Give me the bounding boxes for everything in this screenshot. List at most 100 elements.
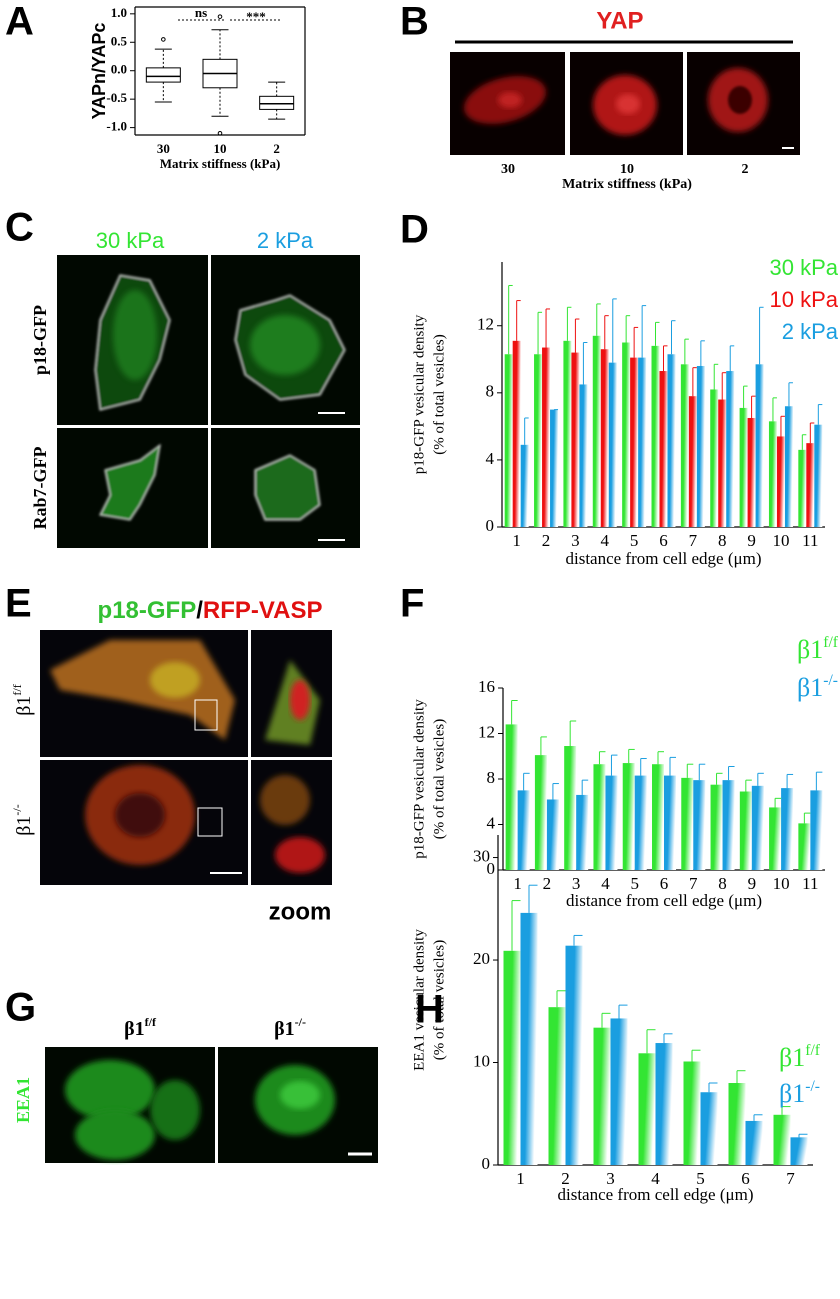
x-tick-label: 6 <box>741 1169 750 1188</box>
row-label: EEA1 <box>13 1077 33 1123</box>
x-tick-label: 2 <box>543 874 552 893</box>
x-tick-label: 9 <box>748 874 757 893</box>
panel-letter: B <box>400 0 429 44</box>
bar <box>638 357 647 527</box>
outlier <box>161 37 166 42</box>
zoom-label: zoom <box>269 898 332 925</box>
image-label: 30 <box>501 162 515 177</box>
panel-letter: A <box>5 0 34 44</box>
bar <box>520 444 529 527</box>
bar <box>739 791 752 870</box>
micrograph <box>251 630 332 757</box>
x-tick-label: 3 <box>572 874 581 893</box>
bar <box>784 406 793 527</box>
legend-name: 2 kPa <box>782 319 839 344</box>
panel-letter: D <box>400 208 429 252</box>
legend-name: β1 <box>779 1043 805 1072</box>
x-tick-label: 2 <box>273 141 280 156</box>
row-label: β1-/- <box>10 804 35 836</box>
bar <box>747 417 756 527</box>
bar <box>781 788 794 870</box>
x-tick-label: 1 <box>516 1169 525 1188</box>
bar <box>798 449 807 527</box>
x-tick-label: 6 <box>659 531 668 550</box>
bar <box>504 354 513 527</box>
y-tick-label: 8 <box>487 768 496 787</box>
bar <box>751 785 764 870</box>
legend-name: 10 kPa <box>770 287 839 312</box>
x-tick-label: 1 <box>512 531 521 550</box>
bar <box>651 345 660 527</box>
x-axis-label: distance from cell edge (μm) <box>566 891 762 910</box>
x-tick-label: 5 <box>696 1169 705 1188</box>
y-tick-label: 0 <box>486 516 495 535</box>
y-tick-label: 16 <box>478 677 495 696</box>
legend-name: β1 <box>779 1079 805 1108</box>
micrograph <box>218 1047 378 1163</box>
x-tick-label: 4 <box>601 874 610 893</box>
micrograph <box>57 255 208 425</box>
panel-letter: H <box>415 988 444 1032</box>
y-axis-label: p18-GFP vesicular density <box>411 699 427 859</box>
y-tick-label: 0.0 <box>111 62 127 77</box>
bar <box>718 399 727 527</box>
x-tick-label: 11 <box>802 874 818 893</box>
legend-entry: β1-/- <box>797 672 838 702</box>
bar <box>745 1120 763 1165</box>
panel-letter: G <box>5 986 36 1030</box>
bar <box>622 763 635 870</box>
column-label: β1-/- <box>274 1015 306 1040</box>
bar <box>773 1114 791 1165</box>
micrograph <box>251 760 332 885</box>
bar <box>505 724 518 870</box>
bar <box>814 424 823 527</box>
micrograph <box>45 1047 215 1163</box>
x-tick-label: 2 <box>542 531 551 550</box>
y-axis-label: (% of total vesicles) <box>431 334 447 454</box>
bar <box>726 371 735 527</box>
column-label: 2 kPa <box>257 228 314 253</box>
bar <box>579 384 588 527</box>
micrograph <box>211 255 360 425</box>
bar <box>798 823 811 870</box>
bar <box>739 407 748 527</box>
micrograph <box>40 630 248 757</box>
x-tick-label: 10 <box>772 531 789 550</box>
bar <box>592 335 601 527</box>
bar <box>550 409 559 527</box>
bar <box>503 950 521 1165</box>
bar <box>659 371 668 527</box>
bar <box>564 746 577 870</box>
y-axis-label: (% of total vesicles) <box>431 719 447 839</box>
bar <box>630 357 639 527</box>
x-tick-label: 7 <box>786 1169 795 1188</box>
x-tick-label: 11 <box>802 531 818 550</box>
x-tick-label: 7 <box>689 531 698 550</box>
legend-name: 30 kPa <box>770 255 839 280</box>
bar <box>622 342 631 527</box>
x-tick-label: 3 <box>606 1169 615 1188</box>
y-tick-label: 10 <box>473 1051 490 1070</box>
row-label: β1f/f <box>10 684 35 716</box>
column-label: β1f/f <box>124 1015 157 1040</box>
bar <box>563 340 572 527</box>
y-tick-label: 0.5 <box>111 33 128 48</box>
y-tick-label: -1.0 <box>106 119 127 134</box>
legend-entry: 30 kPa <box>770 255 839 280</box>
legend-name: β1 <box>797 635 823 664</box>
bar <box>565 945 583 1165</box>
bar <box>638 1053 656 1165</box>
legend-entry: β1-/- <box>779 1078 820 1108</box>
bar <box>790 1137 808 1165</box>
bar <box>710 389 719 527</box>
bar <box>806 443 815 527</box>
x-axis-label: distance from cell edge (μm) <box>565 549 761 568</box>
y-tick-label: 30 <box>473 846 490 865</box>
y-tick-label: 0 <box>487 859 496 878</box>
bar <box>693 780 706 870</box>
x-tick-label: 10 <box>773 874 790 893</box>
x-tick-label: 6 <box>660 874 669 893</box>
panel-letter: E <box>5 582 32 626</box>
column-label: 30 kPa <box>96 228 165 253</box>
y-tick-label: 0 <box>482 1154 491 1173</box>
